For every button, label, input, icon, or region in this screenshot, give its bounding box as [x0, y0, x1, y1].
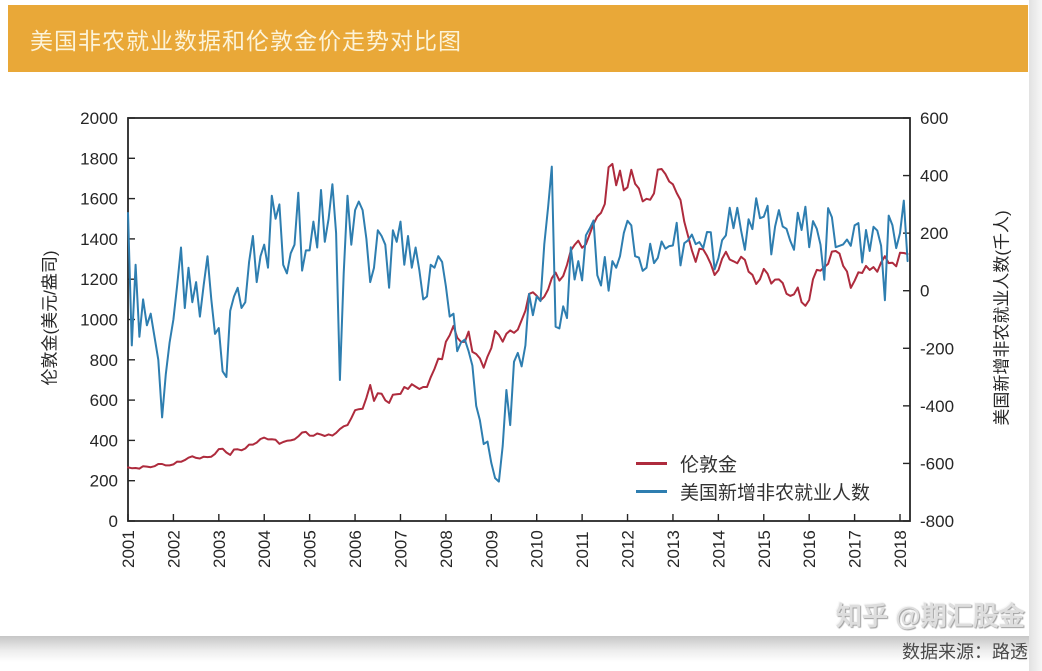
gold-line-swatch: [636, 461, 667, 465]
right-tick-label: -200: [920, 339, 954, 358]
right-tick-label: 400: [920, 167, 948, 186]
chart-title: 美国非农就业数据和伦敦金价走势对比图: [30, 27, 462, 54]
x-tick-label: 2014: [709, 530, 728, 568]
x-tick-label: 2002: [164, 530, 183, 568]
right-tick-label: 200: [920, 224, 948, 243]
x-tick-label: 2018: [891, 530, 910, 568]
legend-label-gold: 伦敦金: [680, 454, 738, 476]
legend-item-nfp: 美国新增非农就业人数: [636, 477, 870, 505]
right-tick-label: -400: [920, 397, 954, 416]
left-tick-label: 800: [90, 351, 118, 370]
left-tick-label: 1600: [80, 190, 118, 209]
left-tick-label: 400: [90, 431, 118, 450]
left-tick-label: 1000: [80, 311, 118, 330]
left-axis-title: 伦敦金(美元/盎司): [40, 250, 60, 386]
legend: 伦敦金 美国新增非农就业人数: [636, 449, 870, 505]
x-tick-label: 2016: [800, 530, 819, 568]
x-tick-label: 2004: [255, 530, 274, 568]
x-tick-label: 2008: [437, 530, 456, 568]
x-tick-label: 2017: [846, 530, 865, 568]
left-tick-label: 2000: [80, 109, 118, 128]
nonfarm-payrolls-line: [127, 165, 909, 483]
right-tick-label: -600: [920, 454, 954, 473]
left-tick-label: 1400: [80, 230, 118, 249]
left-tick-label: 1800: [80, 149, 118, 168]
chart-title-bar: 美国非农就业数据和伦敦金价走势对比图: [8, 5, 1028, 72]
right-tick-label: 600: [920, 109, 948, 128]
x-tick-label: 2007: [391, 530, 410, 568]
data-source: 数据来源：路透: [902, 642, 1028, 662]
left-tick-label: 200: [90, 472, 118, 491]
left-tick-label: 1200: [80, 270, 118, 289]
legend-item-gold: 伦敦金: [636, 449, 870, 477]
watermark: 知乎 @期汇股金: [836, 601, 1025, 631]
left-tick-label: 600: [90, 391, 118, 410]
x-tick-label: 2013: [664, 530, 683, 568]
x-tick-label: 2005: [301, 530, 320, 568]
left-tick-label: 0: [109, 512, 118, 531]
gold-price-line: [127, 162, 909, 470]
card-shadow-right: [1029, 0, 1042, 671]
x-tick-label: 2009: [482, 530, 501, 568]
x-tick-label: 2006: [346, 530, 365, 568]
x-tick-label: 2001: [119, 530, 138, 568]
right-tick-label: 0: [920, 282, 929, 301]
nfp-line-swatch: [636, 489, 667, 493]
x-tick-label: 2011: [573, 531, 592, 568]
x-tick-label: 2012: [619, 530, 638, 568]
x-tick-label: 2010: [528, 530, 547, 568]
right-tick-label: -800: [920, 512, 954, 531]
x-tick-label: 2003: [210, 530, 229, 568]
legend-label-nfp: 美国新增非农就业人数: [680, 482, 871, 504]
x-tick-label: 2015: [755, 530, 774, 568]
card-shadow-bottom: [0, 636, 1042, 662]
right-axis-title: 美国新增非农就业人数(千人): [992, 210, 1012, 426]
